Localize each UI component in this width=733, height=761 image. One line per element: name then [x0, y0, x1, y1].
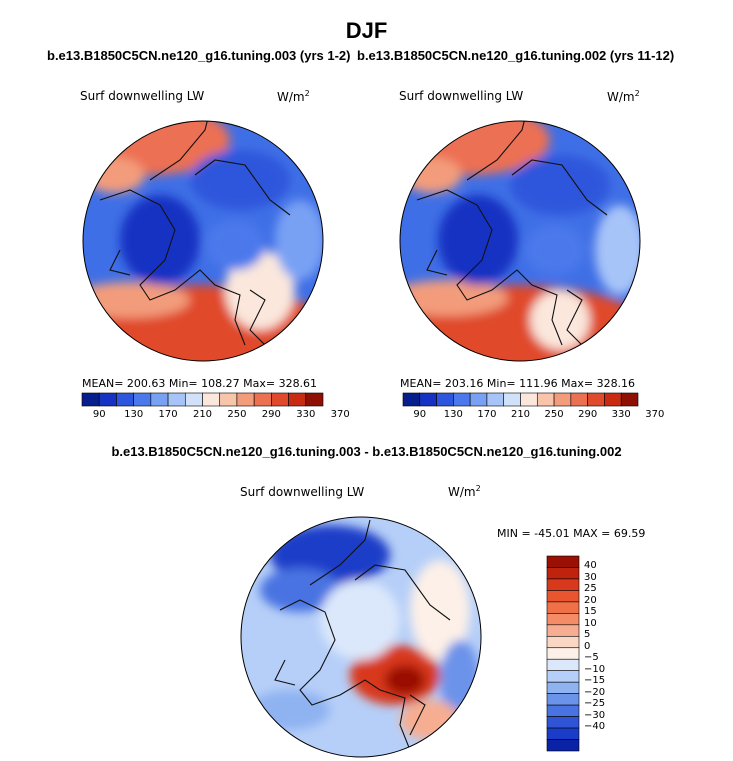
difference-title: b.e13.B1850C5CN.ne120_g16.tuning.003 - b… [111, 444, 622, 459]
diff-colorbar-box [546, 658, 580, 672]
right-polar-map [399, 120, 641, 362]
right-colorbar-box [469, 392, 488, 407]
diff-plot-label: Surf downwelling LW [240, 485, 365, 499]
diff-colorbar-tick: −40 [584, 721, 606, 733]
right-units-label: W/m2 [607, 89, 640, 104]
diff-colorbar-tick: −20 [584, 686, 606, 698]
right-colorbar-box [419, 392, 437, 407]
figure-title: DJF [345, 18, 388, 43]
right-colorbar-box [486, 392, 505, 407]
diff-colorbar-tick: −5 [584, 652, 599, 664]
right-colorbar-box [587, 392, 605, 407]
right-colorbar-tick: 250 [544, 409, 564, 420]
diff-colorbar-tick: −25 [584, 698, 606, 710]
left-colorbar-box [184, 392, 203, 407]
diff-colorbar-tick: −30 [584, 709, 606, 721]
left-polar-map [82, 120, 324, 362]
right-colorbar-box [503, 392, 521, 407]
diff-colorbar-box [546, 716, 580, 729]
diff-colorbar-box [546, 739, 580, 752]
diff-colorbar-box [546, 578, 580, 591]
right-colorbar-box [453, 392, 471, 407]
right-colorbar-tick: 170 [477, 409, 497, 420]
left-colorbar-tick: 330 [296, 409, 316, 420]
left-colorbar-tick: 370 [330, 409, 350, 420]
left-colorbar-box [81, 392, 100, 407]
diff-colorbar-tick: 40 [584, 560, 597, 572]
diff-colorbar-tick: −15 [584, 675, 606, 687]
diff-colorbar-tick: 25 [584, 583, 597, 595]
left-subtitle: b.e13.B1850C5CN.ne120_g16.tuning.003 (yr… [47, 48, 351, 63]
diff-colorbar-box [546, 624, 580, 637]
diff-units-label: W/m2 [448, 484, 481, 499]
left-colorbar-tick: 290 [261, 409, 281, 420]
diff-colorbar-box [546, 693, 580, 706]
left-colorbar-tick: 170 [158, 409, 178, 420]
left-stats: MEAN= 200.63 Min= 108.27 Max= 328.61 [82, 377, 318, 390]
right-colorbar-tick: 90 [413, 409, 427, 420]
right-colorbar-tick: 370 [645, 409, 665, 420]
right-colorbar-box [520, 392, 538, 407]
left-colorbar-tick: 90 [92, 409, 106, 420]
right-plot-label: Surf downwelling LW [399, 89, 524, 103]
diff-colorbar-tick: 5 [584, 629, 591, 641]
right-colorbar-box [570, 392, 588, 407]
right-colorbar-box [536, 392, 555, 407]
left-colorbar-tick: 250 [227, 409, 247, 420]
diff-colorbar-box [546, 555, 580, 568]
right-colorbar-box [620, 392, 639, 407]
left-colorbar-box [288, 392, 307, 407]
diff-colorbar-box [546, 635, 580, 649]
right-colorbar-box [604, 392, 622, 407]
left-colorbar-box [219, 392, 238, 407]
diff-colorbar-tick: 30 [584, 571, 597, 583]
left-colorbar-box [98, 392, 117, 407]
right-stats: MEAN= 203.16 Min= 111.96 Max= 328.16 [400, 377, 636, 390]
right-colorbar-box [553, 392, 572, 407]
left-colorbar-box [167, 392, 186, 407]
diff-colorbar-box [546, 670, 580, 683]
right-colorbar-tick: 130 [443, 409, 463, 420]
diff-stats: MIN = -45.01 MAX = 69.59 [497, 527, 646, 540]
left-plot-label: Surf downwelling LW [80, 89, 205, 103]
right-colorbar-tick: 330 [611, 409, 631, 420]
right-colorbar-tick: 210 [510, 409, 531, 420]
left-colorbar-tick: 130 [124, 409, 144, 420]
right-colorbar-tick: 290 [578, 409, 598, 420]
left-colorbar-box [305, 392, 324, 407]
diff-colorbar-box [546, 727, 580, 740]
diff-colorbar-tick: 0 [584, 640, 591, 652]
diff-colorbar-box [546, 704, 580, 717]
left-units-label: W/m2 [277, 89, 310, 104]
left-colorbar-box [150, 392, 169, 407]
diff-colorbar-box [546, 590, 580, 603]
diff-colorbar-box [546, 567, 580, 580]
diff-colorbar-tick: 20 [584, 594, 597, 606]
diff-colorbar-box [546, 647, 580, 660]
diff-colorbar-tick: −10 [584, 663, 606, 675]
left-colorbar-box [116, 392, 134, 407]
left-colorbar-tick: 210 [192, 409, 213, 420]
left-colorbar-box [253, 392, 272, 407]
difference-polar-map [240, 516, 482, 758]
left-colorbar-box [202, 392, 221, 407]
diff-colorbar-tick: 15 [584, 606, 597, 618]
left-colorbar-box [271, 392, 289, 407]
right-colorbar-box [402, 392, 421, 407]
diff-colorbar-box [546, 613, 580, 626]
right-colorbar-box [436, 392, 454, 407]
right-subtitle: b.e13.B1850C5CN.ne120_g16.tuning.002 (yr… [357, 48, 675, 63]
diff-colorbar-box [546, 681, 580, 694]
left-colorbar-box [133, 392, 152, 407]
left-colorbar-box [236, 392, 255, 407]
diff-colorbar-tick: 10 [584, 617, 597, 629]
diff-colorbar-box [546, 601, 580, 614]
